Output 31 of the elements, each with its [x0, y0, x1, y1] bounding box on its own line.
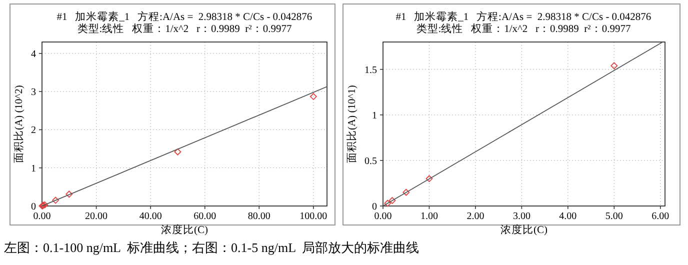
- x-tick-label: 40.00: [139, 211, 162, 222]
- y-tick-label: 1: [372, 110, 377, 122]
- text: 左图：0.1-100 ng/mL 标准曲线；右图：0.1-5 ng/mL 局部放大的标准曲线: [4, 240, 420, 255]
- chart-subtitle: 类型:线性 权重：1/x^2 r：0.9989 r²：0.9977: [77, 22, 292, 35]
- x-tick-label: 5.00: [605, 211, 623, 222]
- chart-title: #1 加米霉素_1 方程:A/As = 2.98318 * C/Cs - 0.042876: [396, 10, 652, 23]
- x-tick-label: 4.00: [559, 211, 577, 222]
- y-tick-label: 1: [31, 163, 36, 174]
- y-tick-label: 0: [372, 202, 377, 212]
- chart-subtitle: 类型:线性 权重：1/x^2 r：0.9989 r²：0.9977: [416, 22, 631, 35]
- y-tick-label: 3: [31, 87, 36, 98]
- x-axis-title: 浓度比(C): [161, 223, 208, 236]
- x-tick-label: 80.00: [248, 211, 270, 222]
- x-tick-label: 2.00: [466, 211, 484, 222]
- y-tick-label: 2: [31, 125, 36, 136]
- y-tick-label: 4: [31, 48, 36, 60]
- y-tick-label: 0.5: [364, 156, 377, 167]
- x-tick-label: 100.00: [300, 211, 328, 222]
- x-tick-label: 60.00: [194, 211, 216, 222]
- x-tick-label: 3.00: [512, 211, 530, 222]
- chart-title: #1 加米霉素_1 方程:A/As = 2.98318 * C/Cs - 0.042876: [56, 10, 312, 23]
- y-axis-title: 面积比(A) (10^1): [345, 84, 358, 163]
- x-tick-label: 0.00: [374, 211, 392, 222]
- y-axis-title: 面积比(A) (10^2): [12, 84, 25, 163]
- x-axis-title: 浓度比(C): [500, 223, 548, 236]
- x-tick-label: 20.00: [85, 211, 108, 222]
- x-tick-label: 6.00: [652, 211, 670, 222]
- y-tick-label: 0: [31, 202, 36, 212]
- y-tick-label: 1.5: [364, 64, 377, 76]
- x-tick-label: 1.00: [420, 211, 438, 222]
- x-tick-label: 0.00: [33, 211, 51, 222]
